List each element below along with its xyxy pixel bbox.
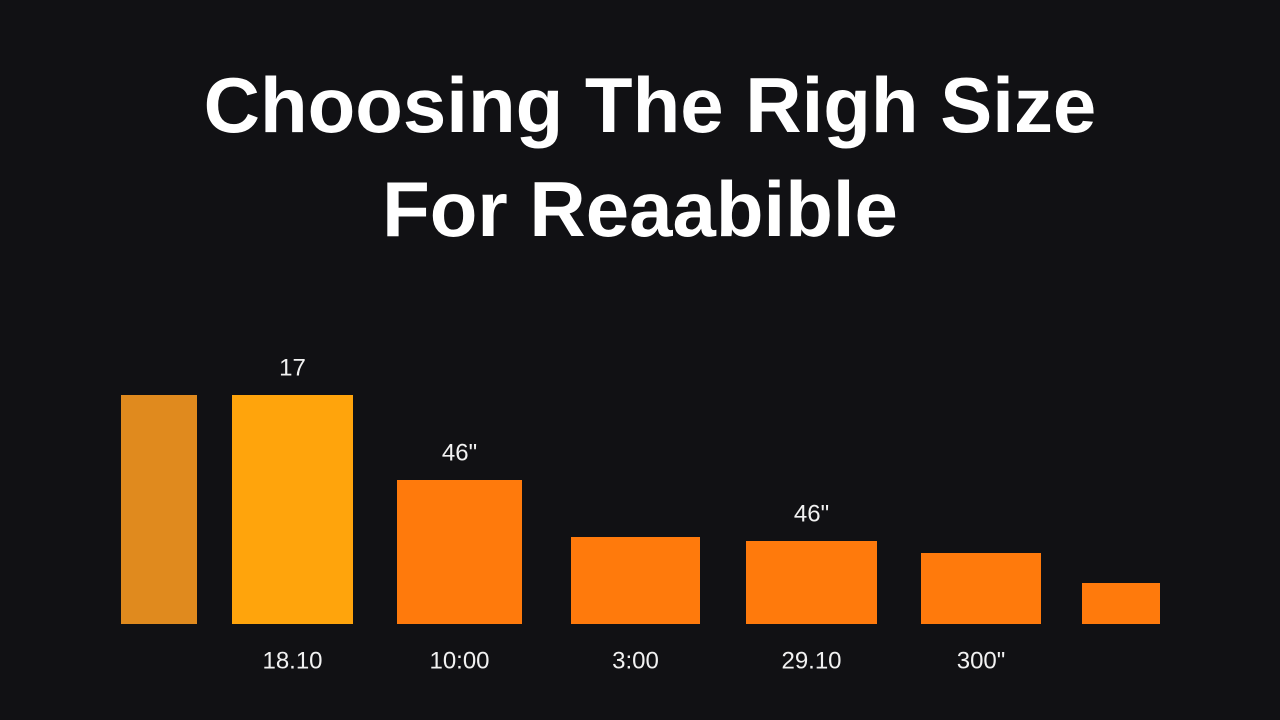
bar — [571, 537, 700, 624]
chart-title: Choosing The Righ Size — [204, 61, 1097, 149]
x-tick-label: 3:00 — [612, 647, 659, 674]
data-label: 46" — [442, 439, 477, 466]
x-tick-label: 300" — [957, 647, 1006, 674]
x-tick-label: 29.10 — [781, 647, 841, 674]
bar — [397, 480, 522, 624]
chart-title: For Reaabible — [382, 165, 898, 253]
x-tick-label: 18.10 — [262, 647, 322, 674]
data-label: 17 — [279, 354, 306, 381]
bar — [921, 553, 1041, 624]
bar — [232, 395, 353, 624]
bar — [746, 541, 877, 624]
x-tick-label: 10:00 — [429, 647, 489, 674]
bar — [1082, 583, 1160, 624]
data-label: 46" — [794, 500, 829, 527]
bar — [121, 395, 197, 624]
